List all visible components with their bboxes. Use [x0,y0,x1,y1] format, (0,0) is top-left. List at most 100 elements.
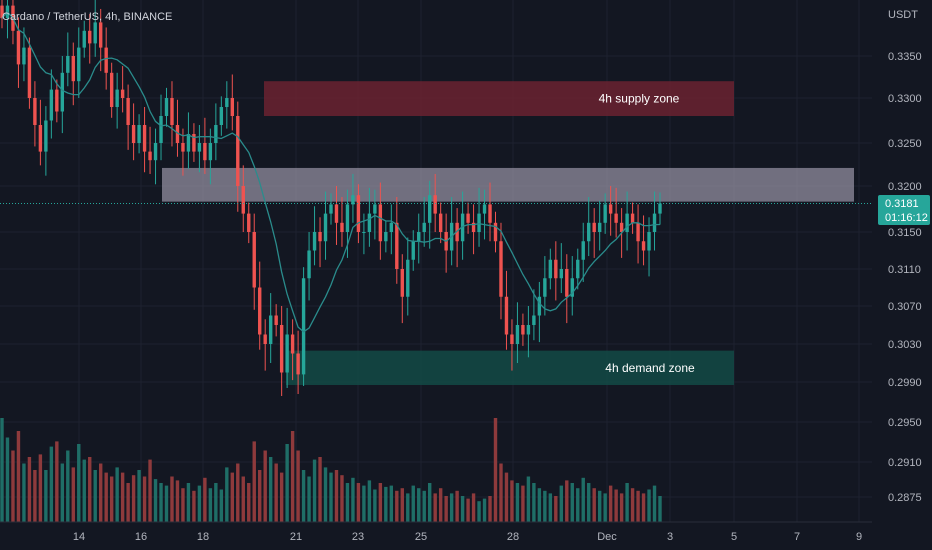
candle-body [652,213,657,232]
volume-bar [208,488,213,522]
x-tick-label: 23 [352,531,364,543]
candle-body [66,56,70,73]
candle-body [658,203,662,214]
volume-bar [49,446,54,522]
candle-body [373,204,377,214]
volume-bar [99,463,103,522]
volume-bar [268,457,273,522]
candle-body [22,47,26,65]
candle-body [367,213,372,232]
volume-bar [504,472,509,522]
volume-bar [499,463,503,522]
candle-body [323,213,328,242]
volume-bar [181,488,185,522]
candle-body [395,222,399,269]
candle-body [258,287,262,335]
x-tick-label: 7 [794,531,800,543]
volume-bar [301,470,306,522]
zone-label: 4h demand zone [605,361,695,375]
candle-body [559,269,563,279]
volume-bar [236,463,240,522]
volume-bar [137,470,141,522]
volume-bar [488,496,492,522]
x-tick-label: 3 [667,531,673,543]
candle-body [532,315,536,325]
x-tick-label: 9 [856,531,862,543]
x-tick-label: 21 [290,531,302,543]
volume-bar [115,467,119,522]
candle-body [93,22,97,44]
candle-body [356,195,361,232]
volume-bar [109,476,114,522]
price-axis: 0.3350 0.3300 0.3250 0.3200 0.3150 0.3110 0.30… [888,51,922,504]
candle-body [55,89,59,112]
volume-bar [543,490,547,522]
candle-body [384,232,388,242]
candle-body [565,269,569,297]
candle-body [526,325,531,335]
volume-bar [460,496,465,522]
volume-bar [608,485,613,522]
x-tick-label: 28 [507,531,519,543]
volume-bar [477,501,481,522]
candle-body [647,232,651,251]
zone-layer: 4h supply zone 4h demand zone [162,81,854,385]
candle-body [219,107,224,125]
candle-body [301,278,306,375]
volume-bar [466,498,470,522]
volume-bar [537,488,542,522]
volume-bar [230,472,234,522]
candle-body [417,232,421,242]
volume-bar [515,483,520,522]
volume-bar [417,488,421,522]
y-tick-label: 0.3110 [888,264,921,276]
x-tick-label: Dec [597,531,617,543]
volume-bar [225,467,229,522]
volume-bar [247,483,251,522]
volume-bar [334,470,339,522]
volume-bar [356,483,361,522]
candle-body [334,204,339,223]
volume-bar [373,489,377,522]
candle-body [499,241,503,297]
volume-bar [625,483,629,522]
volume-bar [444,496,448,522]
volume-bar [570,483,574,522]
candle-body [548,259,553,279]
candle-body [159,116,163,143]
candle-body [44,120,48,152]
candle-body [318,232,322,242]
volume-bar [455,490,459,522]
volume-bar [493,418,498,522]
volume-bar [66,450,70,522]
volume-bar [279,472,284,522]
candle-body [312,232,317,251]
volume-bar [658,496,662,522]
volume-bar [652,485,657,522]
candle-body [109,72,114,107]
volume-bar [27,457,32,522]
volume-bar [241,476,245,522]
candle-body [247,213,251,232]
candle-body [77,47,81,82]
volume-bar [120,472,125,522]
y-tick-label: 0.3030 [888,339,922,351]
candle-body [378,204,383,242]
candle-body [88,30,92,44]
candle-body [466,213,470,223]
candle-body [274,315,278,325]
countdown-value: 01:16:12 [885,212,928,224]
candle-body [576,259,580,279]
volume-bar [82,459,86,522]
candle-body [263,334,267,344]
candle-body [482,204,487,214]
candle-body [587,222,591,242]
candle-body [82,30,86,48]
candle-body [71,56,75,82]
candle-body [345,204,350,232]
volume-bar [104,472,108,522]
candle-body [120,89,125,98]
candle-body [581,241,585,260]
